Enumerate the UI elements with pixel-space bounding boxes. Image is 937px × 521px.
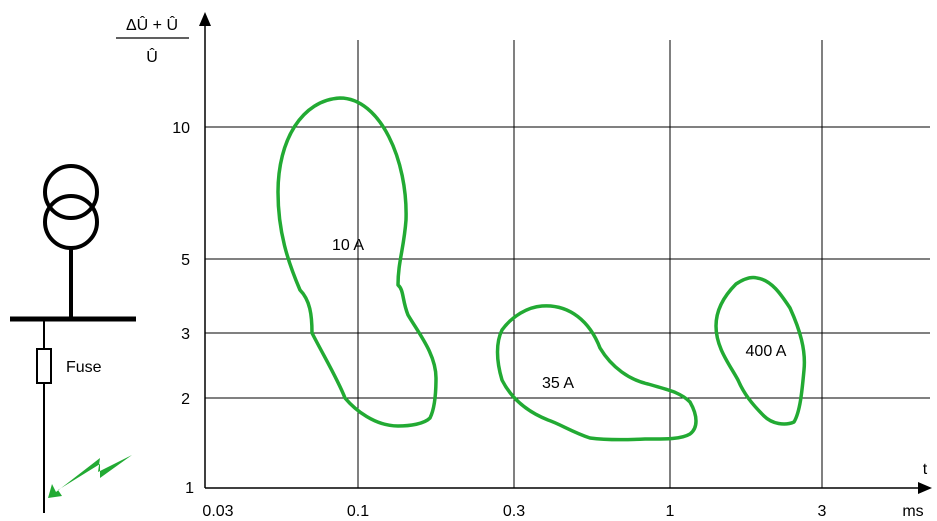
x-tick-label: 1 xyxy=(666,503,675,520)
x-unit-label: ms xyxy=(902,503,923,520)
region-label-400A: 400 A xyxy=(746,343,787,360)
axes xyxy=(199,12,932,494)
x-tick-label: 0.03 xyxy=(202,503,233,520)
region-label-35A: 35 A xyxy=(542,375,574,392)
fuse-icon xyxy=(36,348,52,384)
transformer-lower-coil-icon xyxy=(43,194,99,250)
x-tick-label: 3 xyxy=(818,503,827,520)
y-tick-label: 5 xyxy=(181,252,190,269)
region-10A-outline xyxy=(276,96,438,428)
y-tick-label: 2 xyxy=(181,391,190,408)
x-tick-label: 0.3 xyxy=(503,503,525,520)
y-tick-label: 10 xyxy=(172,120,190,137)
y-axis-arrow-icon xyxy=(199,12,211,26)
lightning-fault-icon xyxy=(48,455,132,498)
transformer-upper-coil-icon xyxy=(43,164,99,220)
x-tick-label: 0.1 xyxy=(347,503,369,520)
region-35A-outline xyxy=(495,304,698,442)
region-label-10A: 10 A xyxy=(332,237,364,254)
y-tick-label: 3 xyxy=(181,326,190,343)
circuit-schematic xyxy=(10,164,136,513)
grid xyxy=(205,40,930,488)
region-400A-outline xyxy=(714,275,807,426)
y-tick-label: 1 xyxy=(185,480,194,497)
x-label-t: t xyxy=(923,461,928,478)
y-label-numerator: ΔÛ + Û xyxy=(126,15,178,34)
x-axis-arrow-icon xyxy=(918,482,932,494)
fuse-label: Fuse xyxy=(66,359,102,376)
y-label-denominator: Û xyxy=(146,47,158,66)
